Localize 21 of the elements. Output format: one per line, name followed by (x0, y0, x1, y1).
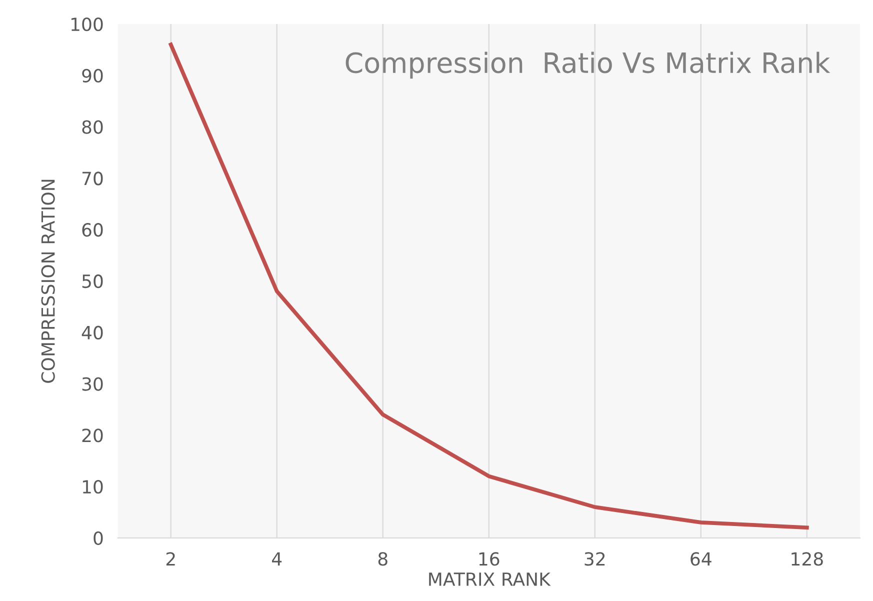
x-tick-label: 2 (166, 552, 175, 566)
x-tick-label: 64 (690, 552, 712, 566)
y-tick-label: 20 (82, 428, 103, 442)
y-tick-label: 60 (82, 223, 103, 237)
y-tick-label: 0 (94, 531, 103, 546)
text: Compression Ratio Vs Matrix Rank (346, 52, 830, 79)
x-axis-title: MATRIX RANK (429, 572, 551, 586)
y-tick-label: 90 (82, 68, 103, 83)
x-tick-label: 4 (272, 552, 282, 566)
y-tick-label: 70 (82, 172, 103, 186)
y-tick-label: 80 (82, 120, 103, 134)
y-tick-label: 100 (71, 18, 103, 32)
y-axis-title: COMPRESSION RATION (41, 180, 55, 383)
x-tick-label: 8 (378, 552, 388, 566)
x-tick-label: 32 (584, 552, 605, 566)
y-tick-label: 10 (82, 480, 103, 494)
x-tick-label: 16 (479, 552, 500, 566)
x-tick-label: 128 (792, 552, 823, 566)
y-tick-label: 40 (82, 326, 103, 340)
y-tick-label: 50 (82, 274, 103, 288)
y-tick-label: 30 (82, 377, 103, 391)
